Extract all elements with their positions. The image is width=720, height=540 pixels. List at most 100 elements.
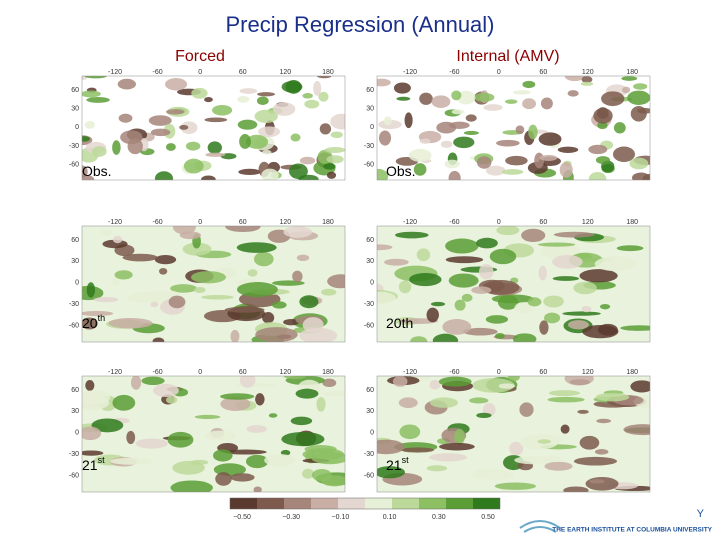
map-blob bbox=[440, 140, 453, 148]
lat-tick-label: 60 bbox=[366, 387, 374, 394]
map-blob bbox=[86, 282, 96, 298]
map-blob bbox=[537, 242, 576, 247]
map-blob bbox=[170, 480, 213, 492]
map-blob bbox=[255, 327, 298, 342]
map-blob bbox=[82, 90, 101, 98]
map-blob bbox=[272, 301, 287, 309]
map-blob bbox=[563, 486, 589, 492]
lon-tick-label: -120 bbox=[108, 369, 122, 376]
panel-label: Obs. bbox=[386, 163, 416, 179]
map-blob bbox=[82, 174, 95, 180]
map-blob bbox=[167, 431, 194, 448]
map-blob bbox=[613, 122, 626, 134]
map-blob bbox=[330, 113, 345, 130]
map-panel: -120 -60 0 60 120 180 60 30 0 -30 -60 bbox=[69, 219, 346, 343]
map-frame bbox=[376, 75, 651, 181]
map-blob bbox=[485, 315, 509, 324]
map-blob bbox=[474, 92, 495, 102]
map-blob bbox=[534, 152, 545, 169]
map-blob bbox=[285, 79, 302, 94]
map-blob bbox=[283, 226, 313, 238]
map-blob bbox=[476, 156, 492, 169]
map-blob bbox=[494, 482, 537, 490]
map-blob bbox=[404, 112, 413, 129]
colorbar-cell bbox=[473, 498, 500, 509]
lat-tick-label: 30 bbox=[366, 408, 374, 415]
map-blob bbox=[438, 376, 472, 387]
lon-tick-label: 120 bbox=[582, 369, 594, 376]
map-blob bbox=[588, 144, 608, 155]
lat-tick-label: -30 bbox=[364, 451, 374, 458]
map-blob bbox=[93, 296, 119, 303]
map-blob bbox=[580, 81, 594, 86]
colorbar-cell bbox=[446, 498, 473, 509]
map-blob bbox=[581, 305, 592, 313]
map-blob bbox=[616, 245, 644, 252]
map-blob bbox=[633, 83, 648, 90]
lon-tick-label: -120 bbox=[403, 369, 417, 376]
map-blob bbox=[515, 125, 525, 135]
map-blob bbox=[527, 297, 542, 307]
map-blob bbox=[213, 449, 233, 462]
logo bbox=[519, 520, 561, 533]
colorbar-cell bbox=[392, 498, 419, 509]
panel-label-text: 20 bbox=[82, 315, 98, 331]
map-blob bbox=[429, 397, 458, 408]
map-blob bbox=[126, 430, 136, 445]
map-blob bbox=[393, 82, 411, 94]
colorbar-cell bbox=[230, 498, 257, 509]
map-blob bbox=[281, 431, 325, 447]
map-blob bbox=[483, 104, 503, 111]
map-blob bbox=[620, 325, 650, 331]
map-blob bbox=[595, 392, 630, 402]
map-blob bbox=[204, 97, 213, 103]
map-blob bbox=[120, 130, 143, 145]
map-blob bbox=[212, 104, 233, 116]
lon-tick-label: 180 bbox=[626, 69, 638, 76]
map-blob bbox=[152, 337, 165, 342]
map-blob bbox=[108, 317, 153, 329]
map-blob bbox=[627, 90, 650, 105]
map-blob bbox=[548, 390, 580, 397]
map-blob bbox=[539, 320, 549, 335]
lon-tick-label: -120 bbox=[403, 69, 417, 76]
colorbar-tick-label: −0.50 bbox=[233, 514, 251, 521]
colorbar-tick-label: −0.10 bbox=[332, 514, 350, 521]
map-blob bbox=[135, 438, 168, 449]
lat-tick-label: 60 bbox=[71, 387, 79, 394]
map-blob bbox=[567, 320, 589, 330]
map-blob bbox=[509, 441, 524, 456]
map-blob bbox=[588, 172, 607, 180]
map-blob bbox=[469, 397, 489, 404]
logo-mark: Y bbox=[697, 508, 705, 520]
map-blob bbox=[419, 92, 433, 105]
map-blob bbox=[384, 258, 409, 266]
map-blob bbox=[539, 154, 558, 161]
lon-tick-label: 180 bbox=[626, 369, 638, 376]
panel-label: 21st bbox=[386, 455, 409, 472]
map-blob bbox=[419, 138, 431, 144]
map-blob bbox=[257, 92, 276, 97]
map-blob bbox=[501, 169, 524, 175]
map-blob bbox=[239, 88, 258, 94]
lon-tick-label: -60 bbox=[449, 219, 459, 226]
map-blob bbox=[302, 468, 315, 479]
map-frame bbox=[376, 375, 651, 493]
lon-tick-label: 0 bbox=[497, 219, 501, 226]
map-blob bbox=[322, 378, 337, 388]
map-blob bbox=[330, 131, 343, 139]
lat-tick-label: 60 bbox=[366, 237, 374, 244]
map-blob bbox=[581, 76, 593, 83]
map-blob bbox=[401, 447, 435, 453]
map-blob bbox=[237, 119, 258, 130]
lon-tick-label: 0 bbox=[198, 69, 202, 76]
map-blob bbox=[82, 395, 110, 411]
map-blob bbox=[589, 479, 605, 484]
map-blob bbox=[472, 378, 515, 393]
map-bg bbox=[82, 76, 345, 180]
map-blob bbox=[236, 282, 278, 298]
map-blob bbox=[552, 255, 583, 269]
map-blob bbox=[220, 396, 251, 412]
lat-tick-label: 0 bbox=[370, 430, 374, 437]
